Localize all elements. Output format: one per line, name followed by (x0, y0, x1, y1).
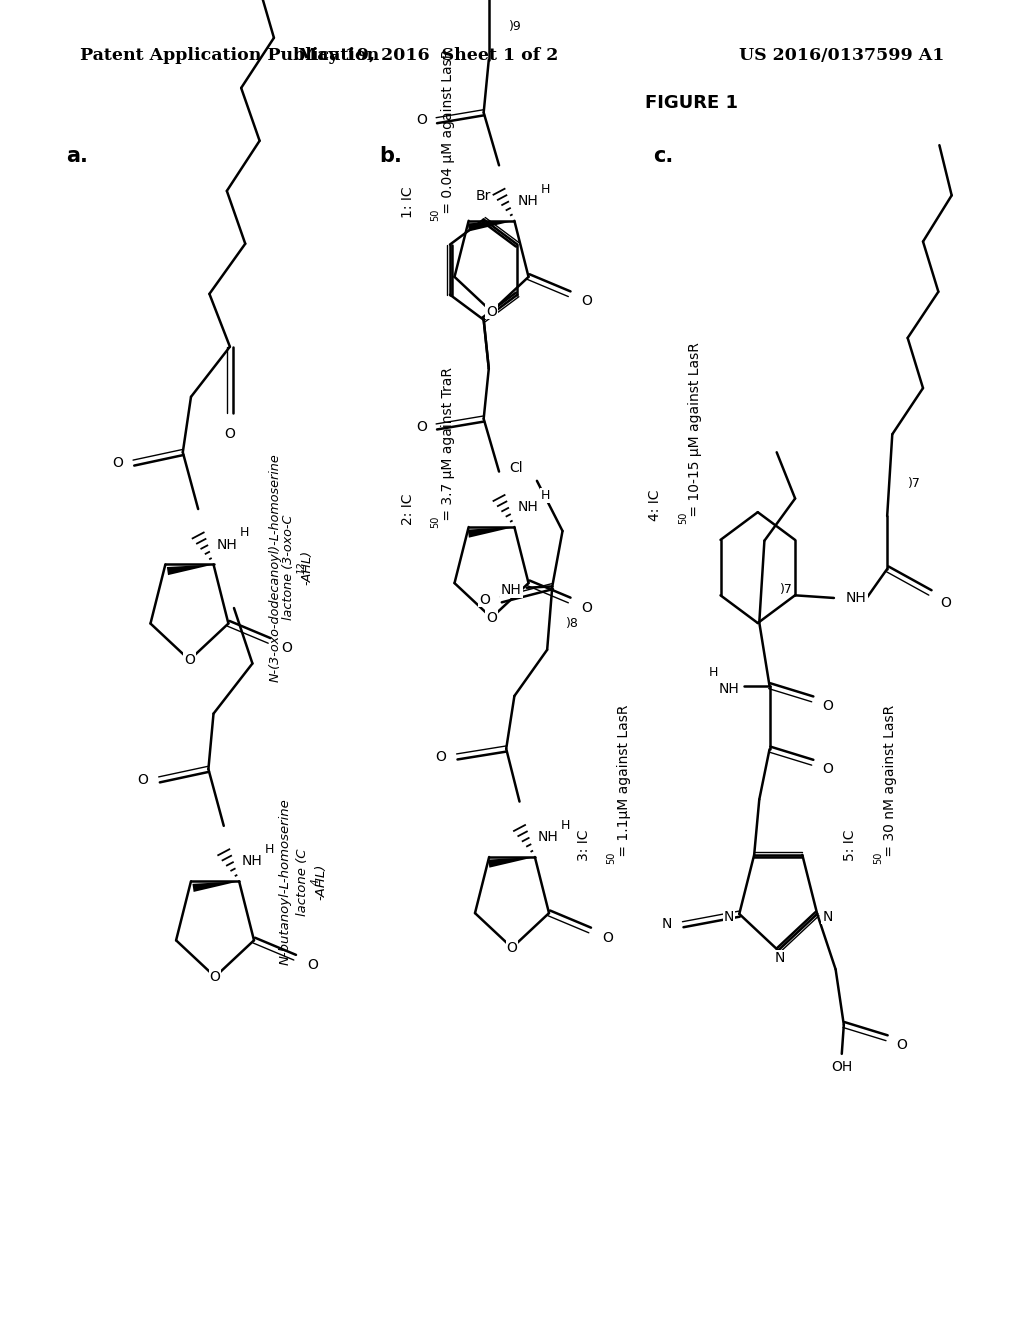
Text: 50: 50 (678, 512, 688, 524)
Text: )7: )7 (779, 583, 793, 597)
Text: O: O (282, 642, 292, 655)
Text: O: O (582, 294, 593, 309)
Text: = 30 nM against LasR: = 30 nM against LasR (883, 705, 897, 861)
Text: 4: 4 (310, 878, 321, 886)
Polygon shape (193, 882, 240, 892)
Text: )7: )7 (907, 477, 921, 490)
Text: O: O (416, 420, 427, 434)
Text: O: O (897, 1038, 907, 1052)
Text: c.: c. (653, 145, 674, 166)
Polygon shape (468, 220, 514, 231)
Text: NH: NH (538, 830, 558, 845)
Text: NH: NH (216, 537, 238, 552)
Text: = 10-15 μM against LasR: = 10-15 μM against LasR (688, 342, 702, 521)
Text: lactone (3-oxo-C: lactone (3-oxo-C (282, 515, 295, 620)
Text: H: H (541, 488, 550, 502)
Text: O: O (940, 597, 951, 610)
Text: 4: IC: 4: IC (648, 490, 663, 521)
Text: = 1.1μM against LasR: = 1.1μM against LasR (616, 704, 631, 861)
Text: O: O (822, 762, 834, 776)
Text: Br: Br (476, 189, 492, 203)
Text: O: O (822, 698, 834, 713)
Polygon shape (468, 527, 514, 537)
Text: O: O (224, 426, 236, 441)
Text: NH: NH (517, 194, 538, 209)
Text: H: H (561, 818, 570, 832)
Text: O: O (137, 772, 148, 787)
Text: 50: 50 (430, 209, 440, 220)
Text: 3: IC: 3: IC (577, 829, 591, 861)
Text: May 19, 2016  Sheet 1 of 2: May 19, 2016 Sheet 1 of 2 (298, 48, 558, 63)
Text: N: N (775, 952, 785, 965)
Text: 50: 50 (606, 851, 616, 863)
Text: O: O (184, 653, 195, 667)
Text: Patent Application Publication: Patent Application Publication (80, 48, 379, 63)
Text: O: O (582, 601, 593, 615)
Text: O: O (112, 455, 123, 470)
Text: O: O (307, 958, 317, 972)
Text: Cl: Cl (510, 461, 523, 475)
Polygon shape (167, 565, 214, 576)
Text: 2: IC: 2: IC (400, 494, 415, 525)
Text: )8: )8 (565, 616, 579, 630)
Text: O: O (486, 305, 497, 318)
Text: NH: NH (501, 583, 521, 598)
Text: N: N (822, 909, 833, 924)
Text: N: N (662, 917, 672, 932)
Text: O: O (602, 931, 613, 945)
Text: 5: IC: 5: IC (843, 829, 857, 861)
Text: a.: a. (67, 145, 88, 166)
Text: lactone (C: lactone (C (296, 847, 309, 916)
Text: -AHL): -AHL) (300, 550, 313, 585)
Text: 50: 50 (872, 851, 883, 863)
Text: NH: NH (846, 591, 867, 605)
Text: O: O (486, 611, 497, 624)
Text: NH: NH (242, 854, 263, 869)
Text: 50: 50 (430, 516, 440, 528)
Text: NH: NH (718, 681, 739, 696)
Text: N-butanoyl-L-homoserine: N-butanoyl-L-homoserine (279, 799, 292, 965)
Text: -AHL): -AHL) (314, 863, 328, 900)
Text: N: N (724, 909, 734, 924)
Text: NH: NH (517, 500, 538, 515)
Text: = 0.04 μM against LasR: = 0.04 μM against LasR (440, 49, 455, 218)
Text: O: O (507, 941, 517, 954)
Text: b.: b. (379, 145, 401, 166)
Text: US 2016/0137599 A1: US 2016/0137599 A1 (738, 48, 944, 63)
Polygon shape (488, 857, 535, 867)
Text: O: O (479, 593, 490, 607)
Text: FIGURE 1: FIGURE 1 (645, 94, 738, 112)
Text: H: H (709, 667, 718, 680)
Text: = 3.7 μM against TraR: = 3.7 μM against TraR (440, 367, 455, 525)
Text: O: O (435, 750, 446, 764)
Text: O: O (210, 970, 220, 983)
Text: O: O (416, 114, 427, 128)
Text: N-(3-oxo-dodecanoyl)-L-homoserine: N-(3-oxo-dodecanoyl)-L-homoserine (268, 453, 282, 682)
Text: H: H (240, 527, 249, 540)
Text: H: H (541, 182, 550, 195)
Text: H: H (265, 843, 274, 857)
Text: 1: IC: 1: IC (400, 186, 415, 218)
Text: 12: 12 (296, 561, 306, 574)
Text: OH: OH (831, 1060, 852, 1074)
Text: )9: )9 (509, 20, 522, 33)
